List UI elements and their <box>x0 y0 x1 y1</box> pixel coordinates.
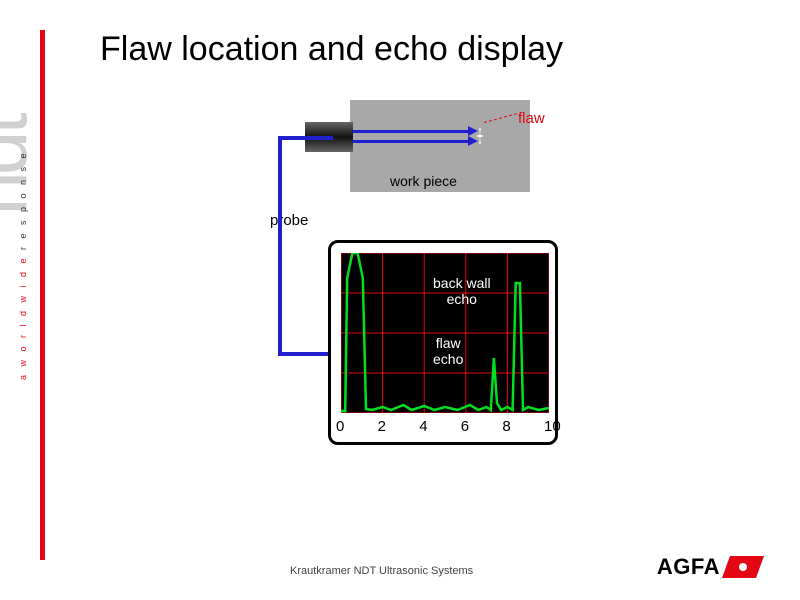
x-tick-label: 8 <box>502 418 510 435</box>
page-title: Flaw location and echo display <box>100 30 563 69</box>
workpiece-label: work piece <box>390 173 457 189</box>
flaw-label: flaw <box>518 110 545 127</box>
x-tick-label: 10 <box>544 418 561 435</box>
flaw-echo-label: flawecho <box>433 335 463 367</box>
agfa-rhombus-icon <box>722 556 764 578</box>
agfa-logo-text: AGFA <box>657 554 720 580</box>
sidebar-red-bar <box>40 30 45 560</box>
probe-cable <box>278 136 333 356</box>
x-tick-label: 0 <box>336 418 344 435</box>
x-tick-label: 2 <box>378 418 386 435</box>
agfa-logo: AGFA <box>657 554 760 580</box>
footer-text: Krautkramer NDT Ultrasonic Systems <box>290 565 473 577</box>
ultrasound-beam-top <box>353 130 473 133</box>
diagram-area: work piece flaw probe back wallecho flaw… <box>260 100 560 460</box>
oscilloscope-display: back wallecho flawecho 0 2 4 6 8 10 <box>328 240 558 445</box>
backwall-echo-label: back wallecho <box>433 275 491 307</box>
tagline-black: r e s p o n s e <box>18 150 28 255</box>
sidebar-tagline: a w o r l d w i d e r e s p o n s e <box>18 150 28 380</box>
arrowhead-icon <box>468 126 478 136</box>
scope-screen: back wallecho flawecho <box>341 253 549 413</box>
arrowhead-icon <box>468 136 478 146</box>
tagline-red: a w o r l d w i d e <box>18 255 28 380</box>
x-tick-label: 4 <box>419 418 427 435</box>
x-tick-label: 6 <box>461 418 469 435</box>
ultrasound-beam-bottom <box>353 140 473 143</box>
